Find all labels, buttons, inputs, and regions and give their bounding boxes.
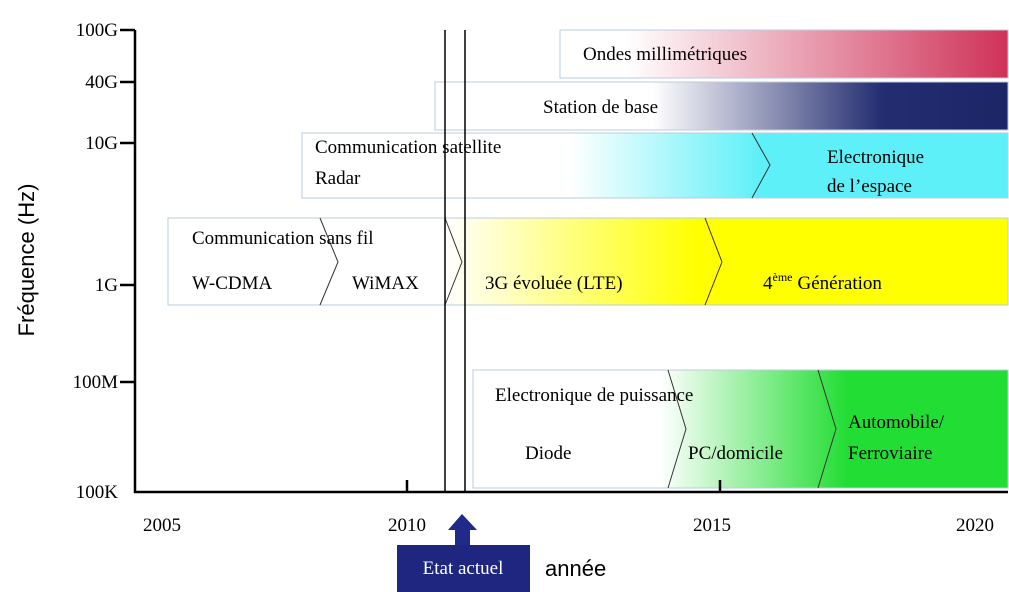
chevron — [704, 217, 723, 306]
band-label: Radar — [315, 168, 361, 189]
band-label: PC/domicile — [688, 443, 783, 464]
band-label: 4ème Génération — [763, 270, 882, 294]
band-label: 4 — [763, 273, 773, 294]
current-state-box — [397, 545, 530, 592]
y-tick-label: 40G — [85, 72, 118, 93]
x-tick-label: 2010 — [388, 515, 426, 536]
y-axis-label: Fréquence (Hz) — [14, 184, 39, 337]
band-label: W-CDMA — [192, 273, 273, 294]
chevron — [817, 369, 837, 489]
band-label: WiMAX — [352, 273, 419, 294]
x-tick-label: 2015 — [693, 515, 731, 536]
band-label: Electronique de puissance — [495, 385, 693, 406]
y-tick-label: 100G — [76, 20, 119, 41]
band-label: Station de base — [543, 97, 658, 118]
y-tick-label: 100K — [76, 482, 119, 503]
band-label: ème — [773, 270, 793, 284]
x-tick-label: 2005 — [143, 515, 181, 536]
y-tick-label: 10G — [85, 133, 118, 154]
y-tick-label: 1G — [95, 275, 119, 296]
band — [167, 217, 1009, 306]
band-label: Communication sans fil — [192, 228, 374, 249]
arrow — [448, 514, 477, 545]
band — [472, 369, 1009, 489]
chevron — [444, 217, 463, 306]
band — [301, 132, 1009, 199]
chevron — [319, 217, 339, 306]
band-label: Diode — [525, 443, 571, 464]
band-label: Génération — [798, 273, 883, 294]
chevron — [667, 369, 687, 489]
current-state-label: Etat actuel — [423, 558, 504, 579]
band-label: Electronique — [827, 147, 924, 168]
x-axis-label: année — [545, 556, 606, 581]
band-label: Communication satellite — [315, 137, 501, 158]
band — [434, 81, 1009, 131]
band-label: Automobile/ — [848, 412, 945, 433]
y-tick-label: 100M — [73, 372, 119, 393]
band-label: Ferroviaire — [848, 443, 932, 464]
band-label: de l’espace — [827, 176, 912, 197]
band-label: Ondes millimétriques — [583, 44, 747, 65]
band-label: 3G évoluée (LTE) — [485, 273, 623, 294]
band — [559, 29, 1009, 79]
x-tick-label: 2020 — [956, 515, 994, 536]
chevron — [751, 132, 771, 199]
